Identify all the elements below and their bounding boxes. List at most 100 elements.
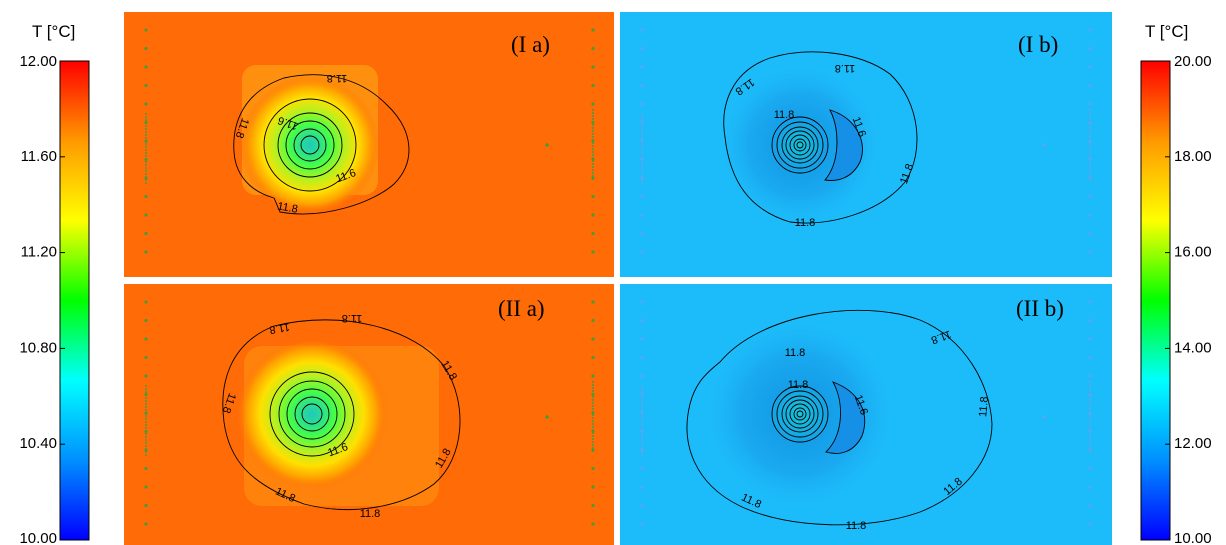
well-point xyxy=(1089,130,1091,132)
well-point xyxy=(592,444,594,446)
well-point xyxy=(145,388,147,390)
well-point xyxy=(1089,402,1091,404)
well-point xyxy=(641,143,643,145)
colorbar-tick-label: 12.00 xyxy=(19,53,57,70)
well-point xyxy=(640,83,644,88)
well-point xyxy=(640,65,644,69)
well-point xyxy=(641,146,643,148)
well-point xyxy=(145,397,147,399)
well-point xyxy=(145,415,147,417)
well-point xyxy=(641,397,643,399)
well-point xyxy=(1089,384,1091,386)
well-point xyxy=(1042,415,1046,419)
well-point xyxy=(641,388,643,390)
well-point xyxy=(1088,231,1092,236)
well-point xyxy=(592,387,594,389)
well-point xyxy=(1089,148,1091,150)
well-point xyxy=(145,113,147,115)
panel-label: (II b) xyxy=(1016,296,1064,321)
well-point xyxy=(640,300,644,304)
well-point xyxy=(145,418,147,420)
well-point xyxy=(641,424,643,426)
well-point xyxy=(591,429,595,434)
right-colorbar-gradient xyxy=(1140,60,1171,541)
well-point xyxy=(641,415,643,417)
well-point xyxy=(1089,151,1091,153)
well-point xyxy=(591,102,595,106)
well-point xyxy=(591,213,595,217)
well-point xyxy=(145,140,147,142)
well-point xyxy=(145,427,147,429)
well-point xyxy=(1089,163,1091,165)
well-point xyxy=(1088,522,1092,526)
well-point xyxy=(591,503,595,508)
panel-ii-b: 11.8 11.8 11.8 11.6 11.8 11.8 11.8 11.8 … xyxy=(620,284,1112,545)
well-point xyxy=(591,522,595,526)
well-point xyxy=(592,447,594,449)
well-point xyxy=(641,116,643,118)
well-point xyxy=(145,182,147,184)
well-point xyxy=(591,46,595,51)
well-point xyxy=(1089,127,1091,129)
well-point xyxy=(592,423,594,425)
well-point xyxy=(591,194,595,199)
colorbar-tick-label: 12.00 xyxy=(1174,435,1212,452)
well-point xyxy=(641,113,643,115)
well-point xyxy=(592,441,594,443)
well-point xyxy=(641,140,643,142)
well-point xyxy=(592,438,594,440)
well-point xyxy=(592,154,594,156)
plume-field xyxy=(236,338,388,490)
well-point xyxy=(145,119,147,121)
well-point xyxy=(592,121,594,123)
left-colorbar: T [°C] 12.00 11.60 11.20 10.80 10.40 10.00 xyxy=(19,22,90,545)
well-point xyxy=(145,164,147,166)
well-point xyxy=(1088,157,1092,162)
well-point xyxy=(592,172,594,174)
well-point xyxy=(1042,143,1046,147)
well-point xyxy=(1089,145,1091,147)
well-point xyxy=(641,409,643,411)
well-point xyxy=(1089,423,1091,425)
well-point xyxy=(641,155,643,157)
well-point xyxy=(1089,124,1091,126)
well-point xyxy=(592,429,594,431)
well-point xyxy=(144,485,148,489)
panel-ii-a: 11.8 11.8 11.8 11.8 11.6 11.8 11.8 11.8 … xyxy=(124,284,614,545)
well-point xyxy=(145,179,147,181)
well-point xyxy=(591,250,595,254)
contour-label: 11.8 xyxy=(342,312,363,324)
well-point xyxy=(145,149,147,151)
well-point xyxy=(640,503,644,508)
colorbar-tick-label: 18.00 xyxy=(1174,148,1212,165)
well-point xyxy=(1089,157,1091,159)
contour-lines xyxy=(222,319,461,510)
well-point xyxy=(641,412,643,414)
well-point xyxy=(1089,393,1091,395)
well-point xyxy=(1089,417,1091,419)
well-point xyxy=(640,28,644,32)
well-points xyxy=(640,300,1092,526)
cold-crescent xyxy=(826,382,865,454)
well-point xyxy=(1089,447,1091,449)
well-point xyxy=(592,115,594,117)
well-point xyxy=(592,414,594,416)
well-point xyxy=(1089,405,1091,407)
well-point xyxy=(640,337,644,341)
well-point xyxy=(145,451,147,453)
well-point xyxy=(592,166,594,168)
well-point xyxy=(145,137,147,139)
well-point xyxy=(145,439,147,441)
contour-lines xyxy=(723,51,918,224)
well-point xyxy=(144,250,148,254)
colorbar-tick-label: 10.80 xyxy=(19,339,57,356)
well-point xyxy=(145,430,147,432)
well-point xyxy=(1089,390,1091,392)
well-point xyxy=(1089,438,1091,440)
well-point xyxy=(145,454,147,456)
well-point xyxy=(592,127,594,129)
well-points xyxy=(640,28,1092,254)
well-point xyxy=(145,436,147,438)
well-point xyxy=(640,374,644,378)
plume-field xyxy=(715,60,885,230)
